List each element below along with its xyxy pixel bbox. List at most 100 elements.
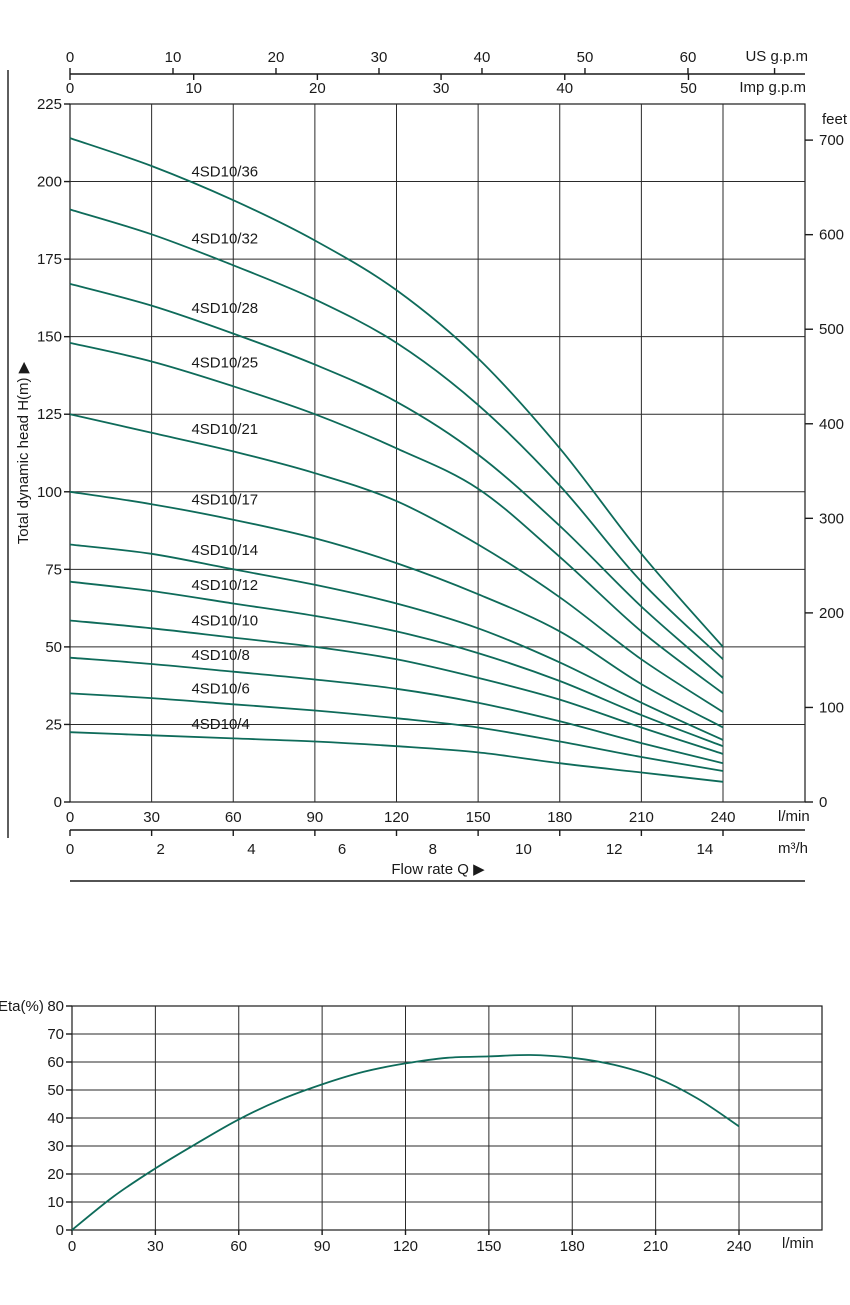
lmin-tick-label: 0: [66, 809, 74, 826]
eta-x-ticks: 0 30 60 90 120 150 180 210 240: [68, 1230, 752, 1255]
lmin-tick-label: 180: [547, 809, 572, 826]
lmin-unit: l/min: [778, 808, 810, 825]
lmin-tick-label: 150: [466, 809, 491, 826]
series-label: 4SD10/14: [191, 542, 258, 559]
us-gpm-tick-label: 30: [371, 49, 388, 66]
y-tick-label: 75: [45, 561, 62, 578]
series-label: 4SD10/10: [191, 612, 258, 629]
feet-tick-label: 100: [819, 699, 844, 716]
eta-y-tick-label: 10: [47, 1194, 64, 1211]
head-curve-4sd10-14: [69, 543, 724, 741]
us-gpm-ticks: 0 10 20 30 40 50 60: [66, 49, 776, 74]
y-tick-label: 25: [45, 716, 62, 733]
m3h-tick-label: 10: [515, 841, 532, 858]
eta-x-tick-label: 90: [314, 1238, 331, 1255]
feet-tick-label: 300: [819, 510, 844, 527]
feet-tick-label: 600: [819, 227, 844, 244]
feet-tick-label: 0: [819, 794, 827, 811]
head-curve-4sd10-12: [69, 580, 724, 748]
head-grid: [70, 104, 805, 802]
eta-y-tick-label: 60: [47, 1054, 64, 1071]
us-gpm-tick-label: 20: [268, 49, 285, 66]
m3h-tick-label: 0: [66, 841, 74, 858]
eta-y-label: Eta(%): [0, 998, 44, 1015]
eta-y-tick-label: 50: [47, 1082, 64, 1099]
eta-x-tick-label: 180: [560, 1238, 585, 1255]
head-curve-4sd10-6: [69, 692, 724, 772]
us-gpm-tick-label: 50: [577, 49, 594, 66]
y-tick-label: 125: [37, 406, 62, 423]
series-label: 4SD10/21: [191, 421, 258, 438]
feet-unit: feet: [822, 111, 848, 128]
series-label: 4SD10/25: [191, 354, 258, 371]
head-curves: [69, 137, 724, 783]
eta-y-tick-label: 30: [47, 1138, 64, 1155]
eta-y-tick-label: 40: [47, 1110, 64, 1127]
lmin-tick-label: 30: [143, 809, 160, 826]
eta-x-tick-label: 120: [393, 1238, 418, 1255]
eta-x-tick-label: 0: [68, 1238, 76, 1255]
y-tick-label: 100: [37, 484, 62, 501]
eta-x-tick-label: 150: [476, 1238, 501, 1255]
us-gpm-unit: US g.p.m: [745, 48, 808, 65]
y-tick-label: 150: [37, 329, 62, 346]
eta-y-tick-label: 80: [47, 998, 64, 1015]
series-label: 4SD10/4: [191, 716, 249, 733]
feet-tick-label: 200: [819, 605, 844, 622]
us-gpm-tick-label: 40: [474, 49, 491, 66]
y-tick-label: 225: [37, 96, 62, 113]
imp-gpm-tick-label: 10: [185, 80, 202, 97]
eta-x-tick-label: 210: [643, 1238, 668, 1255]
y-tick-label: 175: [37, 251, 62, 268]
imp-gpm-tick-label: 30: [433, 80, 450, 97]
series-label: 4SD10/28: [191, 300, 258, 317]
head-chart: 0 10 20 30 40 50 60 US g.p.m 0 10 20 30 40 50 Imp g…: [7, 48, 848, 882]
eta-curve-line: [71, 1054, 740, 1231]
feet-tick-label: 700: [819, 132, 844, 149]
eta-y-tick-label: 70: [47, 1026, 64, 1043]
series-label: 4SD10/6: [191, 681, 249, 698]
head-labels: 4SD10/36 4SD10/32 4SD10/28 4SD10/25 4SD10/21…: [191, 164, 258, 733]
series-label: 4SD10/17: [191, 492, 258, 509]
head-curve-4sd10-25: [69, 342, 724, 695]
series-label: 4SD10/8: [191, 647, 249, 664]
m3h-tick-label: 8: [429, 841, 437, 858]
imp-gpm-ticks: 0 10 20 30 40 50: [66, 74, 697, 97]
us-gpm-tick-label: 0: [66, 49, 74, 66]
us-gpm-tick-label: 10: [165, 49, 182, 66]
us-gpm-tick-label: 60: [680, 49, 697, 66]
lmin-ticks: 0 30 60 90 120 150 180 210 240: [66, 809, 736, 836]
head-curve-4sd10-21: [69, 413, 724, 713]
series-label: 4SD10/12: [191, 577, 258, 594]
eta-y-ticks: 0 10 20 30 40 50 60 70 80: [47, 998, 72, 1239]
imp-gpm-tick-label: 50: [680, 80, 697, 97]
feet-tick-label: 500: [819, 321, 844, 338]
head-curve-4sd10-8: [69, 656, 724, 765]
m3h-tick-label: 12: [606, 841, 623, 858]
head-curve-4sd10-32: [69, 208, 724, 660]
lmin-tick-label: 240: [710, 809, 735, 826]
imp-gpm-unit: Imp g.p.m: [739, 79, 806, 96]
head-curve-4sd10-36: [69, 137, 724, 648]
eta-x-tick-label: 60: [230, 1238, 247, 1255]
eta-x-unit: l/min: [782, 1235, 814, 1252]
lmin-tick-label: 120: [384, 809, 409, 826]
m3h-unit: m³/h: [778, 840, 808, 857]
eta-x-tick-label: 30: [147, 1238, 164, 1255]
m3h-ticks: 0 2 4 6 8 10 12 14: [66, 841, 713, 858]
x-axis-label: Flow rate Q ▶: [391, 861, 485, 878]
head-curve-4sd10-10: [69, 619, 724, 755]
y-ticks: 0 25 50 75 100 125 150 175 200 225: [37, 96, 70, 811]
y-tick-label: 0: [54, 794, 62, 811]
eta-x-tick-label: 240: [726, 1238, 751, 1255]
head-curve-4sd10-17: [69, 490, 724, 729]
eta-chart: 0 10 20 30 40 50 60 70 80 0 30 60 90 120 150 180 210 240…: [0, 998, 823, 1255]
m3h-tick-label: 2: [157, 841, 165, 858]
y-tick-label: 200: [37, 174, 62, 191]
eta-y-tick-label: 0: [56, 1222, 64, 1239]
lmin-tick-label: 210: [629, 809, 654, 826]
series-label: 4SD10/32: [191, 230, 258, 247]
lmin-tick-label: 60: [225, 809, 242, 826]
imp-gpm-tick-label: 40: [556, 80, 573, 97]
y-tick-label: 50: [45, 639, 62, 656]
